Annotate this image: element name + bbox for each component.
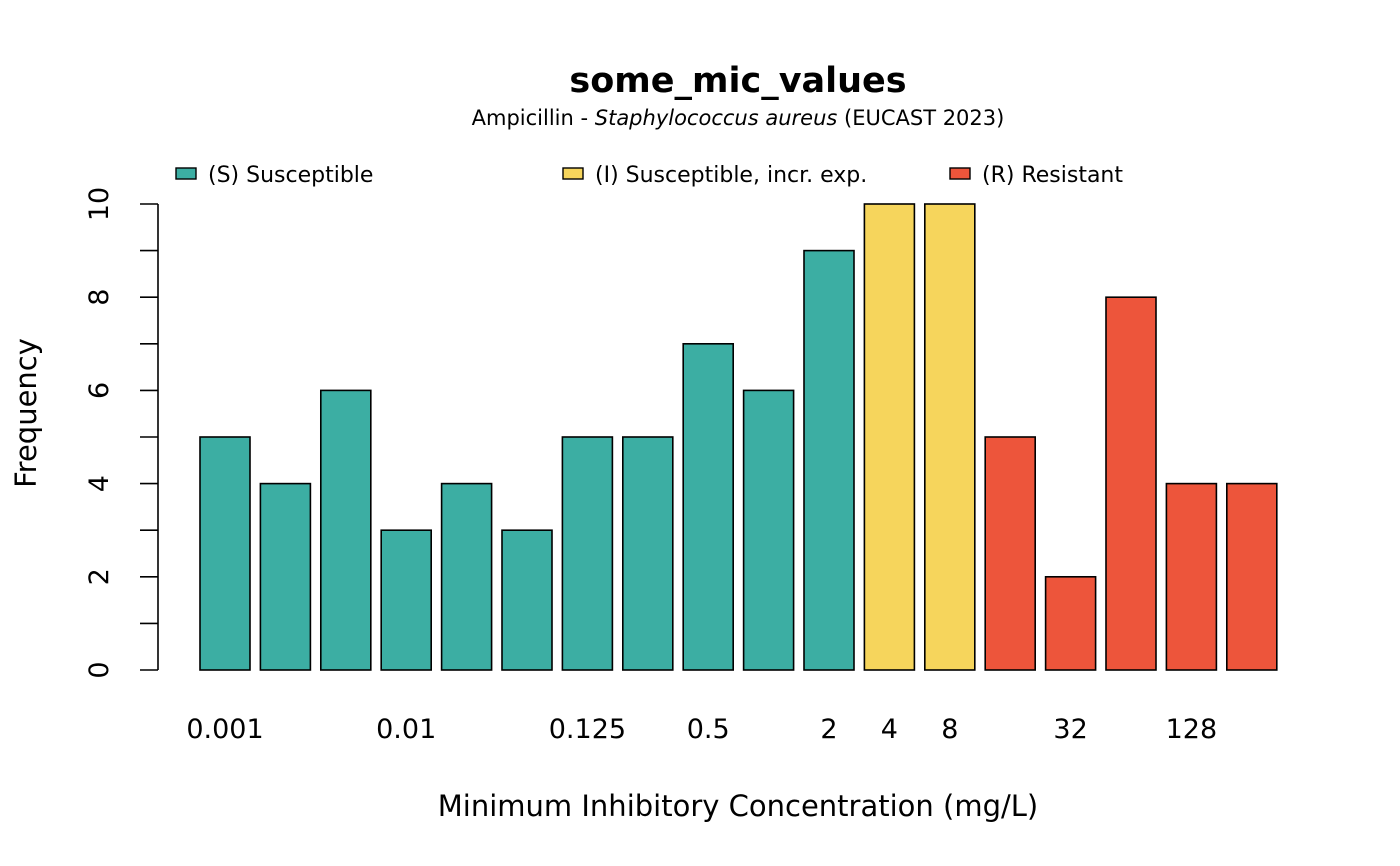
legend-label-I: (I) Susceptible, incr. exp. — [595, 163, 867, 188]
y-tick-label: 4 — [84, 475, 115, 492]
chart-legend: (S) Susceptible (I) Susceptible, incr. ex… — [175, 163, 1123, 188]
legend-swatch-S — [175, 167, 197, 180]
bar-15 — [1044, 575, 1097, 671]
x-tick-label: 128 — [1166, 714, 1218, 745]
x-tick-label: 0.01 — [376, 714, 436, 745]
y-tick-label: 10 — [84, 187, 115, 221]
legend-label-S: (S) Susceptible — [208, 163, 373, 188]
bar-4 — [380, 529, 433, 671]
x-tick-label: 0.001 — [186, 714, 263, 745]
x-tick-label: 0.125 — [549, 714, 626, 745]
subtitle-antibiotic: Ampicillin - — [472, 106, 595, 130]
legend-swatch-R — [949, 167, 971, 180]
bar-18 — [1226, 482, 1278, 671]
legend-swatch-I — [562, 167, 584, 180]
y-tick-label: 6 — [84, 382, 115, 399]
bar-14 — [984, 436, 1037, 671]
x-tick-label: 4 — [881, 714, 898, 745]
bar-series — [199, 203, 1278, 671]
legend-label-R: (R) Resistant — [982, 163, 1123, 188]
bar-1 — [199, 436, 251, 671]
bar-10 — [742, 389, 795, 671]
bar-2 — [259, 482, 312, 671]
bar-6 — [501, 529, 553, 671]
y-tick-label: 8 — [84, 289, 115, 306]
chart-subtitle: Ampicillin - Staphylococcus aureus (EUCA… — [472, 106, 1005, 130]
x-tick-label: 8 — [941, 714, 958, 745]
subtitle-organism: Staphylococcus aureus — [595, 106, 838, 130]
x-tick-label: 2 — [820, 714, 837, 745]
bar-13 — [923, 203, 976, 671]
bar-3 — [319, 389, 372, 671]
y-tick-label: 0 — [84, 661, 115, 678]
bar-5 — [440, 482, 493, 671]
y-tick-label: 2 — [84, 568, 115, 585]
bar-9 — [682, 342, 735, 671]
bar-16 — [1105, 296, 1157, 671]
x-axis-label: Minimum Inhibitory Concentration (mg/L) — [438, 789, 1038, 823]
bar-11 — [803, 249, 855, 671]
bar-8 — [621, 436, 674, 671]
chart-title: some_mic_values — [569, 61, 906, 101]
bar-12 — [863, 203, 916, 671]
x-tick-label: 0.5 — [687, 714, 730, 745]
subtitle-guideline: (EUCAST 2023) — [837, 106, 1004, 130]
x-tick-label: 32 — [1053, 714, 1087, 745]
x-axis-tick-labels: 0.001 0.01 0.125 0.5 2 4 8 32 128 — [186, 714, 1217, 745]
y-axis-label: Frequency — [9, 338, 43, 488]
y-axis: 0 2 4 6 8 10 — [84, 187, 159, 679]
bar-7 — [561, 436, 614, 671]
bar-17 — [1165, 482, 1218, 671]
